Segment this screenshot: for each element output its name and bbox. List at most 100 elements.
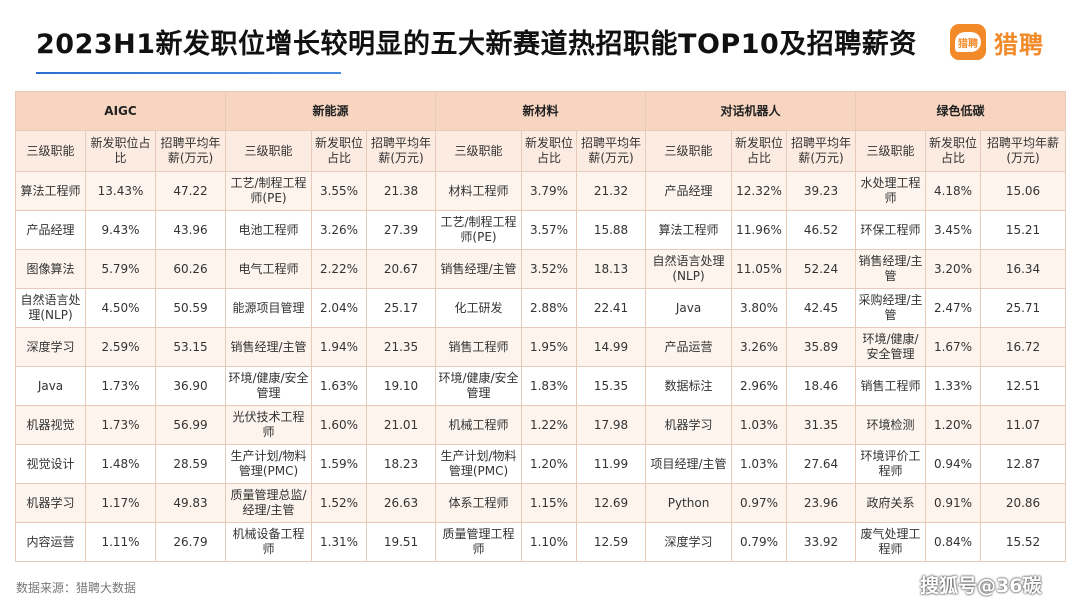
share-cell: 1.03%: [731, 405, 788, 445]
salary-cell: 11.99: [576, 444, 647, 484]
title-underline: [36, 72, 341, 74]
salary-cell: 21.32: [576, 171, 647, 211]
share-cell: 1.15%: [521, 483, 578, 523]
watermark: 搜狐号@36碳: [920, 575, 1042, 597]
share-cell: 0.97%: [731, 483, 788, 523]
salary-cell: 28.59: [154, 444, 227, 484]
salary-cell: 42.45: [786, 288, 857, 328]
share-cell: 13.43%: [85, 171, 156, 211]
job-function-cell: Java: [15, 366, 86, 406]
salary-cell: 12.51: [980, 366, 1067, 406]
job-function-cell: 视觉设计: [15, 444, 86, 484]
column-header: 新发职位占比: [731, 130, 788, 172]
job-function-cell: 水处理工程师: [855, 171, 927, 211]
share-cell: 2.47%: [925, 288, 982, 328]
page-title: 2023H1新发职位增长较明显的五大新赛道热招职能TOP10及招聘薪资: [36, 29, 917, 60]
job-function-cell: 环境评价工程师: [855, 444, 927, 484]
share-cell: 12.32%: [731, 171, 788, 211]
table-row: 内容运营 1.11% 26.79 机械设备工程师 1.31% 19.51 质量管理工程师 1.…: [15, 522, 1067, 562]
salary-cell: 15.06: [980, 171, 1067, 211]
job-function-cell: 深度学习: [15, 327, 86, 367]
share-cell: 2.88%: [521, 288, 578, 328]
column-header: 招聘平均年薪(万元): [980, 130, 1067, 172]
salary-cell: 43.96: [154, 210, 227, 250]
share-cell: 1.73%: [85, 366, 156, 406]
share-cell: 0.84%: [925, 522, 982, 562]
share-cell: 5.79%: [85, 249, 156, 289]
salary-cell: 12.87: [980, 444, 1067, 484]
job-function-cell: 体系工程师: [435, 483, 523, 523]
share-cell: 3.20%: [925, 249, 982, 289]
share-cell: 1.11%: [85, 522, 156, 562]
job-function-cell: 废气处理工程师: [855, 522, 927, 562]
salary-cell: 16.34: [980, 249, 1067, 289]
share-cell: 3.57%: [521, 210, 578, 250]
job-function-cell: 算法工程师: [15, 171, 86, 211]
salary-cell: 16.72: [980, 327, 1067, 367]
salary-cell: 56.99: [154, 405, 227, 445]
job-function-cell: 材料工程师: [435, 171, 523, 211]
share-cell: 1.60%: [311, 405, 368, 445]
share-cell: 1.20%: [925, 405, 982, 445]
job-function-cell: 产品经理: [15, 210, 86, 250]
salary-cell: 20.86: [980, 483, 1067, 523]
column-header: 招聘平均年薪(万元): [786, 130, 857, 172]
job-function-cell: 化工研发: [435, 288, 523, 328]
table-row: 产品经理 9.43% 43.96 电池工程师 3.26% 27.39 工艺/制程工程师(PE…: [15, 210, 1067, 250]
salary-cell: 52.24: [786, 249, 857, 289]
share-cell: 3.52%: [521, 249, 578, 289]
job-function-cell: 内容运营: [15, 522, 86, 562]
sector-header: 新能源: [225, 91, 437, 131]
salary-cell: 18.13: [576, 249, 647, 289]
share-cell: 1.20%: [521, 444, 578, 484]
share-cell: 0.91%: [925, 483, 982, 523]
table-row: 深度学习 2.59% 53.15 销售经理/主管 1.94% 21.35 销售工程师 1.95…: [15, 327, 1067, 367]
share-cell: 1.95%: [521, 327, 578, 367]
table-row: 图像算法 5.79% 60.26 电气工程师 2.22% 20.67 销售经理/主管 3.52…: [15, 249, 1067, 289]
salary-cell: 33.92: [786, 522, 857, 562]
job-function-cell: 数据标注: [645, 366, 733, 406]
salary-cell: 46.52: [786, 210, 857, 250]
salary-cell: 20.67: [366, 249, 437, 289]
table-row: 视觉设计 1.48% 28.59 生产计划/物料管理(PMC) 1.59% 18.23 生产…: [15, 444, 1067, 484]
job-function-cell: 销售工程师: [855, 366, 927, 406]
job-function-cell: 机器学习: [645, 405, 733, 445]
table-row: Java 1.73% 36.90 环境/健康/安全管理 1.63% 19.10 环境/健康/…: [15, 366, 1067, 406]
salary-cell: 39.23: [786, 171, 857, 211]
job-function-cell: 销售工程师: [435, 327, 523, 367]
column-header: 招聘平均年薪(万元): [154, 130, 227, 172]
job-function-cell: 环境/健康/安全管理: [435, 366, 523, 406]
column-header-row: 三级职能 新发职位占比 招聘平均年薪(万元) 三级职能 新发职位占比 招聘平均年薪(万元)…: [15, 130, 1067, 172]
job-function-cell: 环境/健康/安全管理: [225, 366, 313, 406]
salary-cell: 21.38: [366, 171, 437, 211]
salary-cell: 47.22: [154, 171, 227, 211]
share-cell: 11.96%: [731, 210, 788, 250]
job-function-cell: 深度学习: [645, 522, 733, 562]
salary-cell: 36.90: [154, 366, 227, 406]
job-function-cell: 项目经理/主管: [645, 444, 733, 484]
salary-cell: 12.69: [576, 483, 647, 523]
salary-cell: 35.89: [786, 327, 857, 367]
job-function-cell: Java: [645, 288, 733, 328]
sector-header: 绿色低碳: [855, 91, 1067, 131]
share-cell: 3.80%: [731, 288, 788, 328]
table-row: 机器视觉 1.73% 56.99 光伏技术工程师 1.60% 21.01 机械工程师 1.22…: [15, 405, 1067, 445]
salary-cell: 21.35: [366, 327, 437, 367]
salary-cell: 19.10: [366, 366, 437, 406]
job-function-cell: 工艺/制程工程师(PE): [435, 210, 523, 250]
job-function-cell: 销售经理/主管: [435, 249, 523, 289]
salary-cell: 60.26: [154, 249, 227, 289]
share-cell: 2.96%: [731, 366, 788, 406]
sector-header: 新材料: [435, 91, 647, 131]
share-cell: 1.22%: [521, 405, 578, 445]
sector-header-row: AIGC 新能源 新材料 对话机器人 绿色低碳: [14, 91, 1067, 131]
salary-cell: 50.59: [154, 288, 227, 328]
job-function-cell: 能源项目管理: [225, 288, 313, 328]
share-cell: 1.52%: [311, 483, 368, 523]
share-cell: 1.63%: [311, 366, 368, 406]
job-function-cell: 机械设备工程师: [225, 522, 313, 562]
salary-cell: 31.35: [786, 405, 857, 445]
sector-header: 对话机器人: [645, 91, 857, 131]
share-cell: 4.18%: [925, 171, 982, 211]
job-function-cell: 图像算法: [15, 249, 86, 289]
